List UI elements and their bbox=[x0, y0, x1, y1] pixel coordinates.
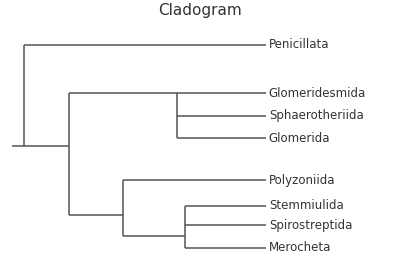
Text: Glomeridesmida: Glomeridesmida bbox=[269, 87, 366, 100]
Text: Sphaerotheriida: Sphaerotheriida bbox=[269, 109, 364, 122]
Text: Stemmiulida: Stemmiulida bbox=[269, 199, 344, 212]
Text: Polyzoniida: Polyzoniida bbox=[269, 174, 335, 186]
Title: Cladogram: Cladogram bbox=[158, 3, 242, 18]
Text: Penicillata: Penicillata bbox=[269, 38, 329, 51]
Text: Spirostreptida: Spirostreptida bbox=[269, 219, 352, 232]
Text: Glomerida: Glomerida bbox=[269, 132, 330, 145]
Text: Merocheta: Merocheta bbox=[269, 241, 331, 254]
